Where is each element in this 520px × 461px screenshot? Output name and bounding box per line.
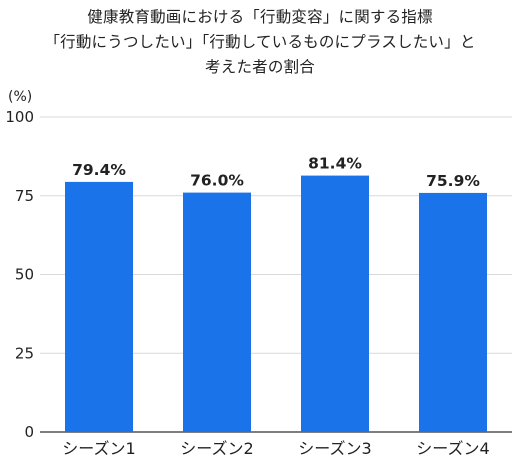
bar bbox=[301, 175, 369, 432]
x-category-label: シーズン1 bbox=[62, 439, 135, 458]
chart-title-line-2: 「行動にうつしたい」「行動しているものにプラスしたい」と bbox=[44, 33, 476, 51]
y-axis-ticks: 0 25 50 75 100 bbox=[5, 108, 34, 441]
data-label: 81.4% bbox=[308, 155, 362, 173]
chart-title-line-3: 考えた者の割合 bbox=[205, 58, 315, 76]
y-tick-label: 75 bbox=[15, 187, 34, 205]
bar bbox=[419, 192, 487, 432]
bar bbox=[183, 192, 251, 432]
x-category-label: シーズン3 bbox=[298, 439, 371, 458]
x-category-label: シーズン4 bbox=[416, 439, 489, 458]
data-label: 76.0% bbox=[190, 172, 244, 190]
x-axis-categories: シーズン1 シーズン2 シーズン3 シーズン4 bbox=[62, 439, 489, 458]
y-tick-label: 100 bbox=[5, 108, 34, 126]
y-tick-label: 50 bbox=[15, 266, 34, 284]
y-tick-label: 0 bbox=[24, 423, 34, 441]
x-category-label: シーズン2 bbox=[180, 439, 253, 458]
data-labels: 79.4% 76.0% 81.4% 75.9% bbox=[72, 155, 480, 190]
y-tick-label: 25 bbox=[15, 344, 34, 362]
bars bbox=[65, 175, 487, 432]
y-unit-label: (%) bbox=[8, 89, 32, 105]
bar bbox=[65, 181, 133, 432]
data-label: 79.4% bbox=[72, 161, 126, 179]
chart-title-line-1: 健康教育動画における「行動変容」に関する指標 bbox=[87, 8, 433, 26]
data-label: 75.9% bbox=[426, 172, 480, 190]
